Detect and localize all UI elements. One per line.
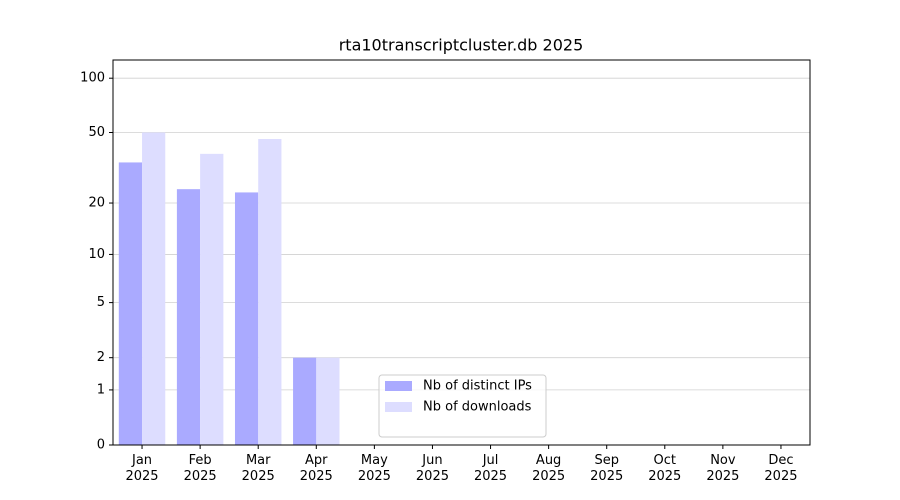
chart-title: rta10transcriptcluster.db 2025 (339, 36, 584, 55)
y-tick-label: 50 (88, 125, 105, 140)
x-tick-label: Nov 2025 (706, 453, 740, 484)
legend-swatch (385, 402, 412, 412)
legend-box (378, 374, 547, 438)
x-tick-label: Dec 2025 (764, 453, 798, 484)
bar (118, 162, 143, 445)
grid (113, 77, 810, 446)
y-tick-label: 1 (97, 382, 105, 397)
bar (316, 357, 340, 445)
bar (234, 192, 259, 445)
x-tick-label: Apr 2025 (299, 453, 333, 484)
plot-frame (112, 59, 811, 446)
bar (293, 357, 317, 445)
x-tick-label: Oct 2025 (648, 453, 682, 484)
y-tick-label: 0 (97, 438, 105, 453)
x-tick-label: Feb 2025 (183, 453, 217, 484)
bar (258, 139, 282, 445)
x-tick-label: May 2025 (357, 453, 391, 484)
x-tick-label: Mar 2025 (241, 453, 275, 484)
y-tick-label: 2 (97, 350, 105, 365)
x-tick-label: Jul 2025 (473, 453, 508, 484)
x-tick-label: Jun 2025 (415, 453, 449, 484)
y-tick-label: 20 (88, 196, 105, 211)
legend-swatch (385, 381, 412, 391)
x-tick-label: Jan 2025 (125, 453, 159, 484)
bar (176, 189, 201, 445)
bar (200, 153, 224, 445)
y-tick-label: 5 (97, 295, 105, 310)
legend-label: Nb of downloads (423, 400, 532, 415)
x-tick-label: Aug 2025 (532, 453, 566, 484)
y-tick-label: 10 (88, 247, 105, 262)
legend: Nb of distinct IPs Nb of downloads (378, 374, 547, 438)
legend-label: Nb of distinct IPs (423, 379, 532, 394)
bar (142, 132, 166, 445)
x-tick-label: Sep 2025 (590, 453, 624, 484)
y-tick-label: 100 (80, 71, 105, 86)
